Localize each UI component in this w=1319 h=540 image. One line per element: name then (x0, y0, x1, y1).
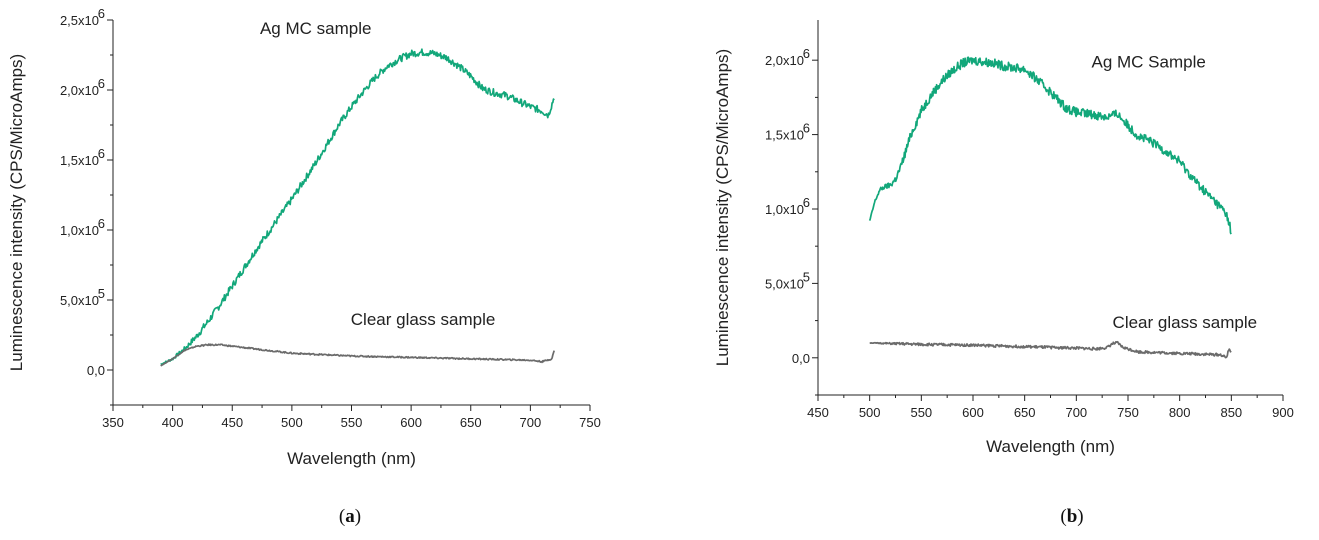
x-tick-label: 700 (1065, 405, 1087, 420)
series-line-ag-mc-sample (868, 56, 1232, 235)
x-tick-label: 350 (102, 415, 124, 430)
series-annotation: Clear glass sample (1113, 313, 1258, 332)
x-tick-label: 800 (1169, 405, 1191, 420)
chart-panel-b: 450 500 550 600 650 700 750 800 850 900 0,0 5,0x105… (713, 20, 1294, 527)
y-tick-exponent: 6 (98, 146, 105, 161)
series-annotation: Ag MC Sample (1092, 53, 1206, 72)
x-tick-label: 850 (1220, 405, 1242, 420)
series-annotation: Clear glass sample (351, 310, 496, 329)
x-tick-label: 750 (579, 415, 601, 430)
y-tick-label: 0,0 (792, 351, 810, 366)
x-tick-label: 400 (162, 415, 184, 430)
x-axis-label: Wavelength (nm) (986, 437, 1115, 456)
series-annotation: Ag MC sample (260, 19, 371, 38)
x-tick-label: 550 (910, 405, 932, 420)
y-tick-exponent: 5 (803, 269, 810, 284)
x-tick-label: 650 (460, 415, 482, 430)
y-tick-exponent: 6 (803, 195, 810, 210)
panel-label: (a) (339, 506, 361, 527)
x-tick-label: 550 (341, 415, 363, 430)
y-tick-exponent: 5 (98, 286, 105, 301)
y-tick-exponent: 6 (98, 216, 105, 231)
y-tick-label: 0,0 (87, 363, 105, 378)
x-tick-label: 500 (281, 415, 303, 430)
panel-label: (b) (1060, 506, 1083, 527)
y-tick-label: 1,5x10 (765, 128, 804, 143)
x-tick-label: 600 (400, 415, 422, 430)
series-line-clear-glass-sample (160, 343, 556, 367)
y-tick-exponent: 6 (98, 6, 105, 21)
x-tick-label: 500 (859, 405, 881, 420)
x-tick-label: 450 (221, 415, 243, 430)
x-tick-label: 700 (520, 415, 542, 430)
y-tick-exponent: 6 (803, 121, 810, 136)
y-tick-label: 2,0x10 (765, 53, 804, 68)
y-tick-label: 5,0x10 (60, 293, 99, 308)
y-tick-exponent: 6 (98, 76, 105, 91)
y-tick-label: 1,0x10 (765, 202, 804, 217)
y-tick-label: 1,0x10 (60, 223, 99, 238)
y-tick-exponent: 6 (803, 46, 810, 61)
y-tick-label: 2,0x10 (60, 83, 99, 98)
y-tick-label: 5,0x10 (765, 276, 804, 291)
series-line-clear-glass-sample (869, 340, 1232, 359)
x-tick-label: 900 (1272, 405, 1294, 420)
y-axis-label: Luminescence intensity (CPS/MicroAmps) (7, 54, 26, 371)
x-tick-label: 650 (1014, 405, 1036, 420)
series-line-ag-mc-sample (160, 48, 555, 366)
x-tick-label: 600 (962, 405, 984, 420)
y-tick-label: 1,5x10 (60, 153, 99, 168)
x-axis-label: Wavelength (nm) (287, 449, 416, 468)
y-tick-label: 2,5x10 (60, 13, 99, 28)
x-tick-label: 750 (1117, 405, 1139, 420)
y-axis-label: Luminescence intensity (CPS/MicroAmps) (713, 49, 732, 366)
x-tick-label: 450 (807, 405, 829, 420)
